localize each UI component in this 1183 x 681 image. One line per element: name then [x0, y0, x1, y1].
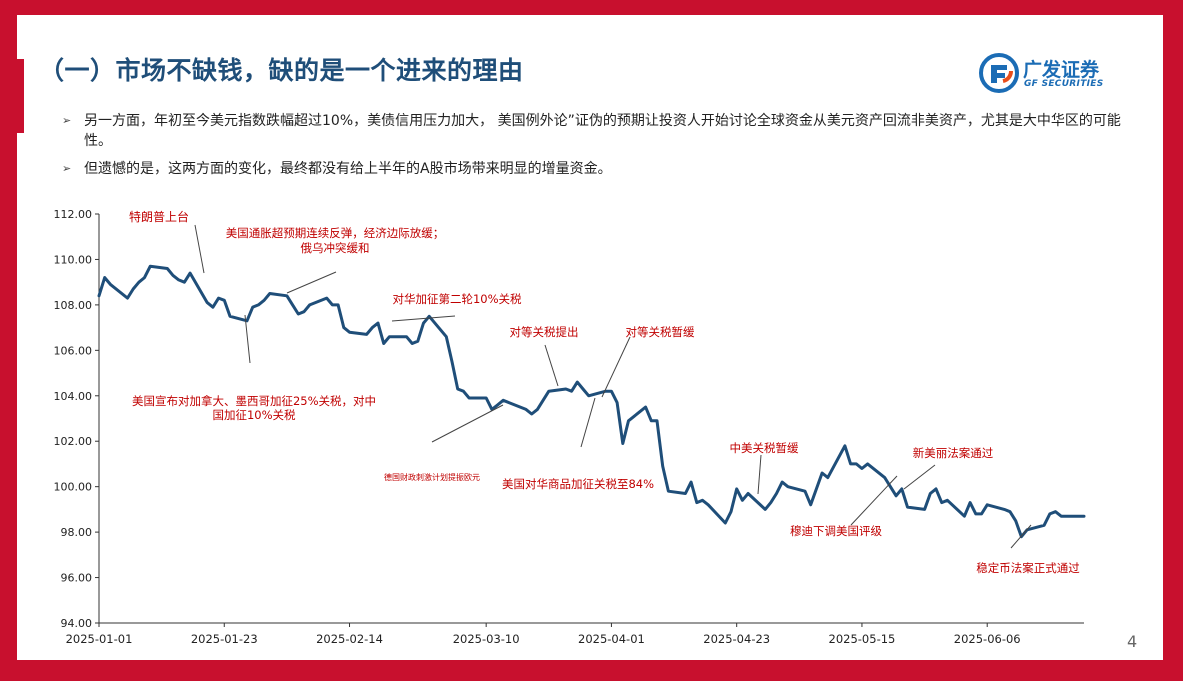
annotation-leader — [286, 271, 337, 294]
annotation-label: 新美丽法案通过 — [913, 446, 994, 460]
y-tick-label: 96.00 — [61, 572, 93, 585]
annotation-leader — [244, 314, 251, 364]
x-tick-label: 2025-01-01 — [66, 632, 133, 646]
annotation-label: 美国通胀超预期连续反弹，经济边际放缓； — [226, 226, 445, 240]
y-tick-label: 112.00 — [54, 208, 93, 221]
annotation-leader — [850, 475, 898, 526]
x-tick-label: 2025-01-23 — [191, 632, 258, 646]
annotation-label: 特朗普上台 — [129, 209, 189, 224]
annotation-leader — [544, 344, 559, 387]
y-tick-label: 94.00 — [61, 617, 93, 630]
annotation-leader — [431, 404, 504, 443]
annotation-label: 稳定币法案正式通过 — [976, 561, 1080, 575]
bullet-text: 另一方面，年初至今美元指数跌幅超过10%，美债信用压力加大， 美国例外论”证伪的… — [84, 113, 1121, 149]
y-tick-label: 98.00 — [61, 526, 93, 539]
annotation-leader — [391, 315, 456, 322]
page-title: （一）市场不缺钱，缺的是一个进来的理由 — [39, 56, 524, 85]
annotation-leader — [580, 397, 596, 448]
annotation-leader — [903, 464, 936, 490]
annotation-label: 俄乌冲突缓和 — [301, 241, 370, 255]
x-tick-label: 2025-06-06 — [954, 632, 1021, 646]
series-line — [97, 264, 1086, 539]
annotation-leader — [1010, 524, 1032, 549]
arrow-bullet-icon: ➢ — [62, 114, 72, 127]
bullet-item: ➢ 另一方面，年初至今美元指数跌幅超过10%，美债信用压力加大， 美国例外论”证… — [62, 111, 1132, 151]
slide: （一）市场不缺钱，缺的是一个进来的理由 广发证券 GF SECURITIES ➢… — [17, 15, 1163, 660]
title-accent-bar — [17, 59, 24, 133]
y-tick-label: 102.00 — [54, 435, 93, 448]
annotation-label: 德国财政刺激计划提振欧元 — [384, 472, 480, 482]
annotation-label: 对等关税暂缓 — [626, 325, 695, 339]
y-tick-label: 106.00 — [54, 344, 93, 357]
x-tick-label: 2025-05-15 — [829, 632, 896, 646]
arrow-bullet-icon: ➢ — [62, 162, 72, 175]
annotation-leader — [601, 336, 631, 398]
x-tick-label: 2025-04-01 — [578, 632, 645, 646]
x-tick-label: 2025-02-14 — [316, 632, 383, 646]
annotation-leader — [194, 224, 205, 274]
annotation-label: 美国宣布对加拿大、墨西哥加征25%关税，对中 — [132, 394, 376, 408]
page-number: 4 — [1127, 632, 1138, 651]
annotation-label: 中美关税暂缓 — [730, 441, 799, 455]
company-logo: 广发证券 GF SECURITIES — [979, 53, 1129, 93]
dollar-index-line-chart: 94.00 96.00 98.00 100.00 102.00 104.00 106.00 1… — [54, 208, 1086, 646]
y-tick-label: 104.00 — [54, 390, 93, 403]
bullet-item: ➢ 但遗憾的是，这两方面的变化，最终都没有给上半年的A股市场带来明显的增量资金。 — [62, 159, 1132, 179]
y-tick-label: 100.00 — [54, 481, 93, 494]
annotation-label: 对等关税提出 — [510, 325, 579, 339]
bullet-text: 但遗憾的是，这两方面的变化，最终都没有给上半年的A股市场带来明显的增量资金。 — [84, 161, 612, 177]
y-tick-label: 110.00 — [54, 253, 93, 266]
logo-subtext: GF SECURITIES — [1024, 79, 1104, 89]
annotation-label: 国加征10%关税 — [212, 408, 296, 422]
annotation-label: 对华加征第二轮10%关税 — [392, 292, 522, 306]
x-tick-label: 2025-03-10 — [453, 632, 520, 646]
x-tick-label: 2025-04-23 — [703, 632, 770, 646]
annotation-label: 美国对华商品加征关税至84% — [502, 477, 654, 491]
gf-logo-icon — [979, 53, 1019, 93]
annotation-label: 穆迪下调美国评级 — [790, 524, 882, 538]
annotation-leader — [757, 454, 762, 495]
logo-text: 广发证券 — [1023, 59, 1100, 81]
y-tick-label: 108.00 — [54, 299, 93, 312]
